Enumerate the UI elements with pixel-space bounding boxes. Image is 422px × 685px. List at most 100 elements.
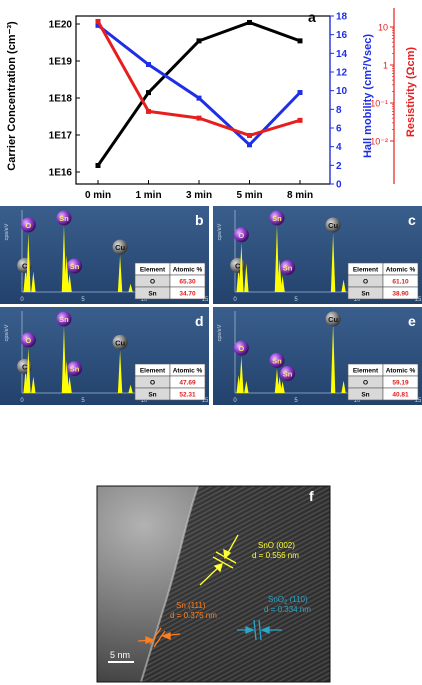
sn-label-line2: d = 0.375 nm [170,611,217,620]
sn-label-line1: Sn (111) [176,601,206,610]
hall-mobility-point [146,62,151,68]
element-marker [67,361,83,377]
spectrum-peak [341,279,346,292]
element-label: O [25,221,31,230]
element-marker [56,210,72,226]
table-value: 52.31 [179,392,196,399]
spectrum-peak [330,322,336,393]
spectrum-peak [244,380,249,393]
sno2-label-line2: d = 0.334 nm [264,605,311,614]
resistivity-point [95,18,101,24]
table-element: Sn [361,392,369,399]
x-tick-label: 10 [354,398,361,404]
carrier-concentration-point [95,162,101,168]
y3-tick-label: 10⁻² [370,137,388,147]
element-label: O [25,336,31,345]
x-tick-label: 5 min [236,190,262,201]
table-value: 59.19 [392,380,409,387]
panel-b-eds-spectrum: 0 5 10 15 cps/eV C O Sn Sn Cu Element Atomic % O 65.3… [0,206,209,304]
y3-axis-label: Resistivity (Ωcm) [405,47,417,137]
y-axis-label: cps/eV [4,223,10,240]
carrier-concentration-point [146,90,151,96]
spectrum-peak [31,271,36,292]
element-marker [112,334,128,350]
spectrum-peak [128,283,133,292]
panel-a-chart: 1E16 1E17 1E18 1E19 1E20 0 2 4 6 8 10 12 14 16 18 10⁻… [6,8,417,201]
sno-label-line2: d = 0.556 nm [252,551,299,560]
x-tick-label: 15 [415,297,422,303]
panel-label-a: a [308,9,316,25]
hall-mobility-point [297,90,303,96]
spectrum-peak [61,224,67,292]
y-tick-label: 1E17 [49,131,73,142]
table-element: Sn [148,291,156,298]
sno2-label-line1: SnO2 (110) [268,595,308,606]
y-axis-label: Carrier Concentration (cm⁻³) [6,21,18,171]
panel-c-eds-spectrum: 0 5 10 15 cps/eV C O Sn Sn Cu Element Atomic % O 61.1… [213,206,422,304]
sno2-marker [237,619,282,641]
carrier-concentration-point [297,38,303,44]
x-tick-label: 5 [294,297,298,303]
element-label: O [238,231,244,240]
carrier-concentration-series-line [96,20,301,167]
element-marker [280,260,296,276]
element-label: C [22,261,28,270]
resistivity-point [196,115,202,121]
table-value: 65.30 [179,279,196,286]
spectrum-peak [341,380,346,393]
element-label: Cu [115,243,125,252]
y-tick-label: 1E16 [49,168,73,179]
composition-table: Element Atomic % O 47.69 Sn 52.31 [134,363,206,401]
y-axis-label: cps/eV [217,223,223,240]
table-header: Atomic % [386,368,416,375]
x-tick-label: 0 min [85,190,111,201]
element-label: Sn [272,356,282,365]
x-tick-label: 1 min [135,190,161,201]
spectrum-peak [280,381,285,393]
element-marker [112,239,128,255]
composition-table: Element Atomic % O 61.10 Sn 38.90 [347,262,419,300]
y2-tick-label: 0 [336,180,342,191]
panel-label: c [408,212,416,228]
element-label: Sn [283,264,293,273]
y-tick-label: 1E19 [49,57,73,68]
element-label: Sn [70,365,80,374]
carrier-concentration-point [247,19,252,25]
y2-tick-label: 18 [336,12,348,23]
element-label: Sn [70,262,80,271]
spectrum-peak [128,384,133,393]
spectrum-peak [31,376,36,393]
spectrum-peak [239,356,244,393]
table-value: 47.69 [179,380,196,387]
resistivity-point [146,108,151,114]
x-tick-label: 0 [233,398,237,404]
sno-label-line1: SnO (002) [258,541,295,550]
composition-table: Element Atomic % O 65.30 Sn 34.70 [134,262,206,300]
element-label: Cu [328,315,338,324]
resistivity-point [247,132,252,138]
panel-label-f: f [309,488,314,504]
element-marker [269,352,285,368]
x-tick-label: 0 [20,297,24,303]
table-header: Element [353,267,379,274]
crystal-edge [140,485,199,683]
element-label: Sn [59,315,69,324]
resistivity-point [297,117,303,123]
table-element: Sn [148,392,156,399]
table-header: Element [353,368,379,375]
element-marker [325,311,341,327]
table-element: O [363,380,368,387]
y2-tick-label: 10 [336,86,348,97]
spectrum-peak [274,368,280,393]
spectrum-peak [244,263,249,292]
y2-tick-label: 4 [336,142,342,153]
y-tick-label: 1E18 [49,94,73,105]
element-marker [325,217,341,233]
y-tick-label: 1E20 [49,20,73,31]
element-marker [20,217,36,233]
composition-table: Element Atomic % O 59.19 Sn 40.81 [347,363,419,401]
element-marker [280,366,296,382]
hall-mobility-point [95,22,101,28]
y2-tick-label: 12 [336,68,348,79]
